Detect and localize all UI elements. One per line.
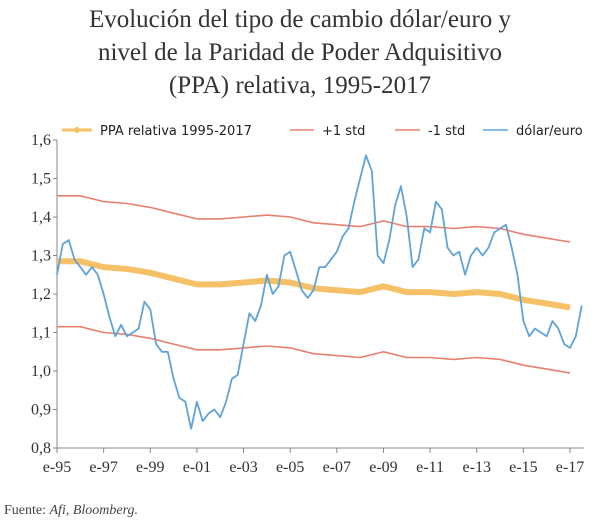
source: Fuente: Afi, Bloomberg. bbox=[4, 503, 138, 518]
legend-marker bbox=[74, 127, 80, 133]
x-tick-label: e-97 bbox=[89, 459, 117, 476]
source-text: Afi, Bloomberg. bbox=[49, 503, 139, 518]
chart-title: Evolución del tipo de cambio dólar/euro … bbox=[89, 6, 512, 33]
legend-label: PPA relativa 1995-2017 bbox=[100, 124, 252, 139]
y-tick-label: 1,3 bbox=[31, 248, 51, 265]
legend-label: -1 std bbox=[428, 124, 465, 139]
series-line bbox=[57, 325, 571, 374]
x-tick-label: e-15 bbox=[509, 459, 537, 476]
source-label: Fuente: bbox=[4, 503, 46, 518]
y-tick-label: 0,9 bbox=[31, 402, 51, 419]
x-tick-label: e-95 bbox=[43, 459, 71, 476]
legend-label: dólar/euro bbox=[516, 124, 583, 139]
y-tick-label: 1,1 bbox=[31, 325, 51, 342]
x-tick-label: e-01 bbox=[183, 459, 211, 476]
series-line bbox=[57, 195, 571, 243]
series-line bbox=[56, 154, 583, 430]
x-tick-label: e-17 bbox=[556, 459, 584, 476]
x-tick-label: e-99 bbox=[136, 459, 164, 476]
x-tick-label: e-05 bbox=[276, 459, 304, 476]
y-tick-label: 1,2 bbox=[31, 286, 51, 303]
x-tick-label: e-07 bbox=[323, 459, 351, 476]
y-tick-label: 1,0 bbox=[31, 363, 51, 380]
series-line bbox=[57, 258, 571, 311]
y-tick-label: 0,8 bbox=[31, 440, 51, 457]
y-tick-label: 1,6 bbox=[31, 132, 51, 149]
y-tick-label: 1,4 bbox=[31, 209, 51, 226]
legend-label: +1 std bbox=[322, 124, 365, 139]
x-tick-label: e-03 bbox=[229, 459, 257, 476]
y-tick-label: 1,5 bbox=[31, 171, 51, 188]
x-tick-label: e-13 bbox=[463, 459, 491, 476]
chart-title: nivel de la Paridad de Poder Adquisitivo bbox=[98, 39, 502, 66]
x-tick-label: e-11 bbox=[416, 459, 444, 476]
x-tick-label: e-09 bbox=[369, 459, 397, 476]
chart-title: (PPA) relativa, 1995-2017 bbox=[169, 72, 431, 99]
